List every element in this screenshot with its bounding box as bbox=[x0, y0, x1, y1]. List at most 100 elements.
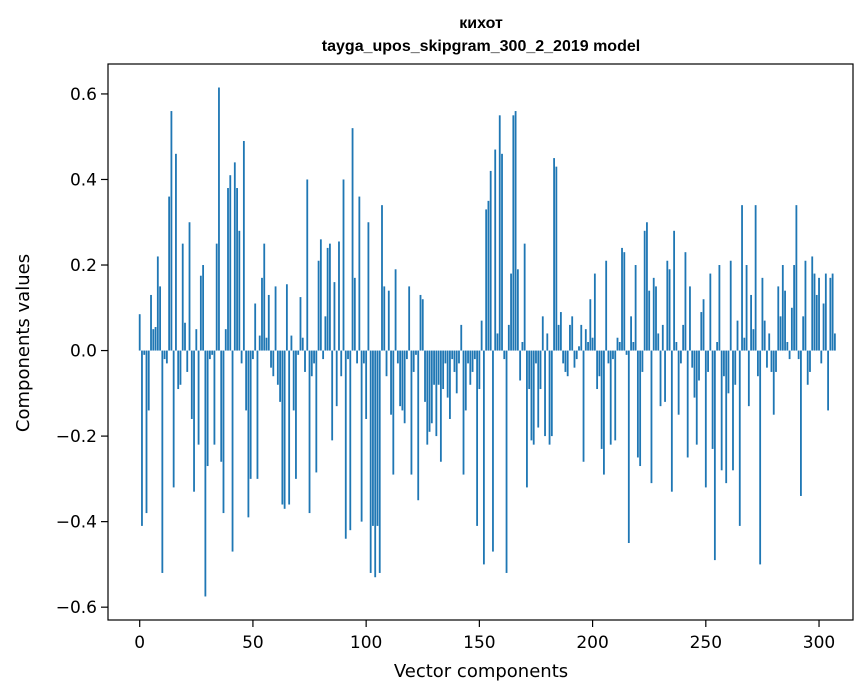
bar-93 bbox=[349, 350, 352, 531]
bar-146 bbox=[469, 350, 472, 385]
bar-170 bbox=[523, 243, 526, 351]
bar-274 bbox=[759, 350, 762, 565]
bar-206 bbox=[605, 260, 608, 351]
bar-276 bbox=[763, 320, 766, 351]
bar-45 bbox=[240, 350, 243, 364]
bar-299 bbox=[815, 294, 818, 351]
x-tick-label: 100 bbox=[350, 633, 382, 653]
y-axis-label: Components values bbox=[13, 254, 34, 432]
bar-55 bbox=[263, 243, 266, 351]
bar-106 bbox=[378, 350, 381, 573]
bar-144 bbox=[464, 350, 467, 411]
bar-202 bbox=[596, 350, 599, 390]
bar-11 bbox=[163, 350, 166, 360]
bar-212 bbox=[618, 342, 621, 351]
bar-84 bbox=[329, 243, 331, 351]
bar-25 bbox=[195, 329, 198, 351]
bar-122 bbox=[415, 350, 417, 355]
bar-215 bbox=[625, 350, 628, 355]
bar-286 bbox=[786, 342, 789, 351]
x-axis-label: Vector components bbox=[394, 661, 568, 682]
bar-137 bbox=[449, 350, 451, 419]
bar-4 bbox=[147, 350, 150, 411]
bar-121 bbox=[412, 350, 415, 372]
bar-126 bbox=[424, 350, 426, 402]
bar-168 bbox=[519, 350, 522, 381]
bar-207 bbox=[607, 350, 610, 364]
bar-213 bbox=[621, 247, 623, 351]
bar-224 bbox=[646, 222, 648, 351]
bar-243 bbox=[689, 286, 691, 351]
bar-234 bbox=[668, 269, 671, 351]
chart-subtitle: tayga_upos_skipgram_300_2_2019 model bbox=[322, 38, 640, 55]
bar-187 bbox=[562, 350, 565, 364]
bar-154 bbox=[487, 200, 490, 351]
y-tick-label: 0.0 bbox=[70, 342, 97, 362]
bar-75 bbox=[308, 350, 311, 514]
bar-205 bbox=[603, 350, 605, 475]
x-tick-label: 200 bbox=[576, 633, 608, 653]
bar-229 bbox=[657, 333, 660, 351]
bar-219 bbox=[634, 265, 637, 351]
bar-197 bbox=[584, 329, 587, 351]
bar-216 bbox=[627, 350, 630, 544]
bar-16 bbox=[175, 153, 177, 351]
bar-147 bbox=[471, 350, 474, 372]
bar-134 bbox=[442, 350, 445, 390]
bar-262 bbox=[732, 350, 734, 471]
bar-201 bbox=[593, 273, 596, 351]
y-tick-label: 0.6 bbox=[70, 85, 97, 105]
bar-192 bbox=[573, 350, 576, 368]
bar-232 bbox=[664, 350, 666, 402]
bar-255 bbox=[716, 342, 719, 351]
bar-288 bbox=[790, 307, 793, 351]
bar-237 bbox=[675, 342, 678, 351]
bar-306 bbox=[831, 273, 834, 351]
bar-295 bbox=[806, 350, 809, 385]
bar-62 bbox=[279, 350, 281, 402]
bar-167 bbox=[516, 269, 519, 351]
bar-301 bbox=[820, 350, 823, 364]
bar-273 bbox=[756, 350, 759, 377]
bar-161 bbox=[503, 350, 506, 360]
bar-52 bbox=[256, 350, 259, 479]
y-tick-label: 0.2 bbox=[70, 256, 97, 276]
bar-305 bbox=[829, 277, 832, 351]
y-tick-label: 0.4 bbox=[70, 170, 97, 190]
bar-166 bbox=[514, 111, 517, 351]
bar-174 bbox=[532, 350, 535, 445]
bar-54 bbox=[261, 277, 263, 351]
bar-6 bbox=[152, 329, 155, 351]
y-tick-label: −0.6 bbox=[56, 598, 97, 618]
bar-179 bbox=[544, 350, 546, 437]
bar-57 bbox=[267, 294, 270, 351]
bar-86 bbox=[333, 282, 336, 351]
bar-128 bbox=[428, 350, 431, 432]
bar-97 bbox=[358, 196, 361, 351]
bar-129 bbox=[430, 350, 433, 424]
bar-8 bbox=[156, 256, 159, 351]
bar-110 bbox=[387, 290, 390, 351]
y-axis-ticks: −0.6 −0.4 −0.2 0.0 0.2 0.4 0.6 bbox=[56, 85, 108, 618]
bar-176 bbox=[537, 350, 540, 428]
x-tick-label: 150 bbox=[463, 633, 495, 653]
bar-240 bbox=[682, 324, 685, 351]
bar-2 bbox=[143, 350, 146, 355]
bar-217 bbox=[630, 316, 632, 351]
bar-131 bbox=[435, 350, 438, 437]
bar-98 bbox=[360, 350, 363, 522]
bar-221 bbox=[639, 350, 642, 467]
bar-70 bbox=[297, 350, 300, 355]
bar-92 bbox=[347, 350, 349, 360]
bar-41 bbox=[231, 350, 234, 552]
bar-66 bbox=[288, 350, 291, 505]
y-tick-label: −0.4 bbox=[56, 513, 97, 533]
bar-298 bbox=[813, 273, 816, 351]
bar-184 bbox=[555, 166, 558, 351]
bar-238 bbox=[677, 350, 680, 415]
bar-173 bbox=[530, 350, 533, 441]
bar-65 bbox=[285, 284, 288, 351]
bar-72 bbox=[301, 337, 304, 351]
bar-228 bbox=[655, 286, 657, 351]
